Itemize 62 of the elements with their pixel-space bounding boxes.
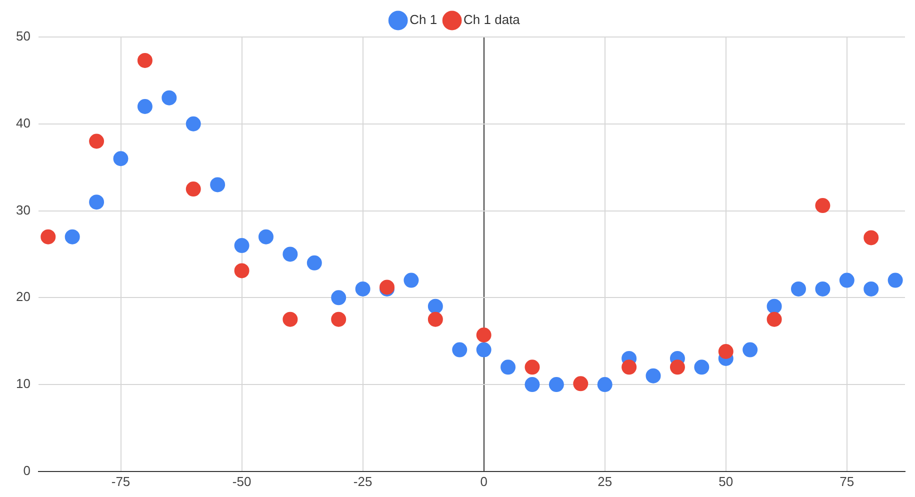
- point: [355, 281, 370, 296]
- x-tick-label: 0: [480, 474, 488, 489]
- point: [864, 281, 879, 296]
- point: [766, 312, 782, 327]
- point: [646, 368, 661, 384]
- point: [500, 360, 516, 375]
- point: [815, 281, 830, 296]
- x-tick-label: -75: [111, 474, 130, 489]
- point: [186, 182, 201, 197]
- point: [331, 290, 346, 306]
- point: [452, 342, 468, 358]
- point: [476, 342, 492, 358]
- point: [137, 52, 152, 68]
- point: [89, 194, 104, 210]
- point: [888, 272, 903, 288]
- x-tick-label: -25: [353, 474, 372, 489]
- point: [282, 312, 298, 327]
- y-tick-label: 50: [16, 28, 30, 44]
- point: [113, 151, 128, 166]
- x-tick-label: -50: [232, 474, 252, 489]
- y-tick-label: 10: [16, 376, 30, 392]
- y-tick-label: 20: [16, 289, 30, 304]
- point: [137, 99, 152, 114]
- point: [404, 272, 419, 288]
- point: [64, 229, 80, 244]
- point: [258, 229, 274, 244]
- point: [742, 342, 758, 358]
- point: [864, 230, 879, 246]
- point: [718, 344, 734, 360]
- point: [524, 377, 540, 392]
- point: [186, 116, 201, 132]
- point: [234, 238, 250, 254]
- point: [210, 177, 226, 192]
- point: [89, 134, 104, 149]
- y-tick-label: 40: [16, 115, 30, 130]
- point: [597, 377, 612, 392]
- legend-label: Ch 1: [410, 12, 438, 28]
- point: [162, 90, 177, 106]
- point: [234, 263, 250, 278]
- point: [282, 246, 298, 262]
- point: [331, 312, 346, 327]
- point: [476, 328, 492, 342]
- point: [622, 360, 637, 375]
- legend-label: Ch 1 data: [464, 12, 521, 28]
- point: [548, 377, 564, 392]
- point: [428, 298, 443, 314]
- point: [428, 312, 443, 327]
- point: [815, 198, 830, 214]
- point: [40, 229, 56, 244]
- x-tick-label: 25: [598, 474, 612, 489]
- point: [573, 376, 588, 392]
- point: [766, 298, 782, 314]
- point: [670, 360, 685, 375]
- x-tick-label: 50: [718, 474, 734, 489]
- point: [694, 360, 710, 375]
- point: [306, 255, 322, 270]
- point: [839, 272, 854, 288]
- y-tick-label: 0: [23, 462, 30, 478]
- y-tick-label: 30: [16, 202, 30, 218]
- point: [791, 281, 806, 296]
- x-tick-label: 75: [840, 474, 854, 489]
- point: [524, 360, 540, 375]
